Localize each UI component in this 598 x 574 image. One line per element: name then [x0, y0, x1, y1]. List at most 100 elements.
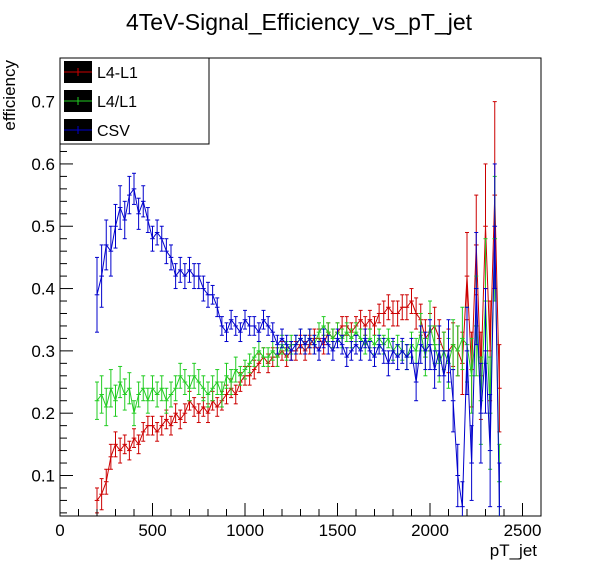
data-point: [136, 434, 141, 455]
series-line: [96, 187, 500, 507]
x-tick-label: 1000: [226, 521, 264, 540]
data-point: [150, 415, 155, 436]
legend-entry: L4/L1: [64, 90, 137, 112]
data-point: [201, 275, 206, 302]
data-point: [94, 487, 100, 514]
data-point: [251, 347, 257, 367]
data-point: [191, 362, 197, 389]
data-point: [191, 397, 197, 417]
data-point: [349, 341, 354, 361]
data-point: [247, 316, 252, 336]
data-point: [455, 443, 461, 508]
data-point: [409, 337, 414, 364]
data-point: [321, 328, 326, 349]
data-point: [173, 375, 178, 402]
legend-label: L4/L1: [97, 94, 137, 111]
data-point: [127, 372, 132, 405]
chart-title: 4TeV-Signal_Efficiency_vs_pT_jet: [126, 9, 473, 35]
series-line: [96, 195, 500, 501]
data-point: [233, 316, 239, 336]
series-l4-l1: [94, 101, 502, 514]
data-point: [182, 403, 188, 424]
data-point: [256, 322, 262, 343]
data-point: [228, 309, 234, 330]
data-point: [113, 203, 118, 249]
y-tick-label: 0.7: [31, 93, 55, 112]
legend-label: CSV: [97, 123, 130, 140]
data-point: [108, 443, 114, 470]
data-point: [99, 478, 104, 511]
data-point: [233, 356, 239, 383]
data-point: [279, 328, 285, 349]
data-point: [312, 334, 317, 355]
data-point: [487, 393, 493, 508]
data-point: [214, 369, 220, 395]
data-point: [159, 415, 165, 436]
data-point: [113, 384, 118, 417]
data-point: [140, 375, 146, 402]
data-point: [441, 350, 447, 402]
series-l4-l1: [94, 175, 502, 516]
data-point: [344, 347, 350, 367]
data-point: [469, 425, 474, 501]
data-point: [117, 185, 123, 230]
data-point: [450, 319, 456, 371]
data-point: [122, 378, 128, 411]
data-point: [117, 437, 123, 464]
data-point: [117, 365, 123, 399]
y-tick-label: 0.1: [31, 466, 55, 485]
data-point: [261, 309, 266, 330]
y-axis-title: efficiency: [0, 60, 19, 131]
legend: L4-L1 L4/L1 CSV: [59, 57, 210, 145]
data-point: [450, 369, 456, 433]
data-point: [145, 207, 151, 233]
data-point: [251, 316, 257, 336]
data-point: [242, 309, 248, 330]
x-axis-title: pT_jet: [490, 541, 538, 560]
data-point: [154, 422, 160, 442]
data-point: [224, 322, 229, 343]
data-point: [205, 281, 211, 308]
data-point: [367, 341, 373, 361]
data-point: [358, 309, 363, 330]
data-point: [395, 344, 400, 371]
data-point: [330, 341, 336, 361]
data-point: [159, 375, 165, 402]
data-point: [339, 334, 345, 355]
data-point: [381, 337, 387, 364]
data-point: [344, 322, 350, 343]
data-point: [94, 381, 100, 420]
data-point: [270, 322, 276, 343]
data-point: [381, 300, 387, 327]
data-point: [228, 369, 234, 395]
data-point: [145, 387, 151, 414]
data-point: [390, 337, 396, 364]
data-point: [131, 172, 137, 205]
data-point: [427, 319, 433, 371]
plot-area: [94, 101, 502, 516]
data-point: [307, 328, 313, 349]
data-point: [145, 415, 151, 436]
data-point: [298, 328, 303, 349]
data-point: [108, 369, 114, 408]
data-point: [182, 263, 188, 290]
data-point: [455, 325, 461, 377]
data-point: [122, 200, 128, 240]
data-point: [353, 334, 359, 355]
data-point: [113, 431, 118, 458]
data-point: [386, 350, 391, 377]
data-point: [103, 387, 109, 427]
legend-label: L4-L1: [97, 65, 138, 82]
data-point: [316, 341, 322, 361]
data-point: [224, 362, 229, 389]
y-tick-label: 0.3: [31, 342, 55, 361]
data-point: [177, 362, 183, 389]
x-tick-label: 2000: [411, 521, 449, 540]
x-tick-label: 0: [55, 521, 64, 540]
data-point: [473, 231, 479, 346]
data-point: [99, 244, 104, 308]
y-tick-label: 0.6: [31, 155, 55, 174]
data-point: [164, 387, 169, 414]
data-point: [173, 263, 178, 290]
data-point: [386, 294, 391, 321]
